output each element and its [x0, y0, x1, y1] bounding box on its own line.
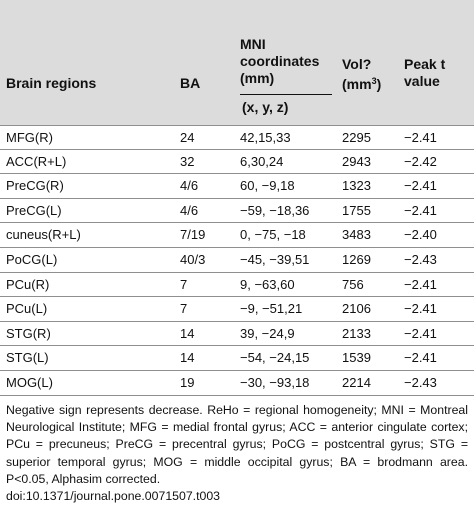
- cell-volume: 756: [342, 276, 364, 292]
- table-header: Brain regions BA MNI coordinates (mm) (x…: [0, 0, 474, 125]
- cell-region: STG(L): [6, 350, 49, 366]
- table-row: PCu(R) 7 9, −63,60 756 −2.41: [0, 273, 474, 298]
- header-volume-unit-prefix: (mm: [342, 76, 372, 92]
- cell-region: PCu(L): [6, 301, 48, 317]
- cell-volume: 2214: [342, 374, 371, 390]
- cell-coordinates: 39, −24,9: [240, 325, 295, 341]
- cell-ba: 7/19: [180, 227, 206, 243]
- cell-ba: 19: [180, 374, 195, 390]
- cell-peak-t: −2.41: [404, 301, 437, 317]
- header-peak-t-value: Peak t value: [404, 56, 446, 89]
- cell-peak-t: −2.41: [404, 178, 437, 194]
- cell-peak-t: −2.41: [404, 276, 437, 292]
- cell-peak-t: −2.43: [404, 374, 437, 390]
- cell-coordinates: 0, −75, −18: [240, 227, 306, 243]
- cell-volume: 1323: [342, 178, 371, 194]
- cell-region: PCu(R): [6, 276, 50, 292]
- table-footnote: Negative sign represents decrease. ReHo …: [6, 403, 468, 486]
- cell-peak-t: −2.43: [404, 251, 437, 267]
- cell-ba: 40/3: [180, 251, 206, 267]
- cell-peak-t: −2.41: [404, 202, 437, 218]
- cell-coordinates: −9, −51,21: [240, 301, 303, 317]
- cell-region: MOG(L): [6, 374, 53, 390]
- cell-peak-t: −2.42: [404, 153, 437, 169]
- cell-peak-t: −2.41: [404, 350, 437, 366]
- header-mni-underline: [240, 94, 332, 95]
- table-row: PreCG(L) 4/6 −59, −18,36 1755 −2.41: [0, 199, 474, 224]
- table-row: PCu(L) 7 −9, −51,21 2106 −2.41: [0, 297, 474, 322]
- table-row: cuneus(R+L) 7/19 0, −75, −18 3483 −2.40: [0, 223, 474, 248]
- cell-ba: 7: [180, 301, 188, 317]
- table-row: STG(L) 14 −54, −24,15 1539 −2.41: [0, 346, 474, 371]
- header-volume-unit-suffix: ): [376, 76, 382, 92]
- cell-region: ACC(R+L): [6, 153, 67, 169]
- header-volume-unit-sup: 3: [371, 76, 377, 86]
- table-row: PoCG(L) 40/3 −45, −39,51 1269 −2.43: [0, 248, 474, 273]
- cell-peak-t: −2.40: [404, 227, 437, 243]
- cell-peak-t: −2.41: [404, 325, 437, 341]
- cell-ba: 24: [180, 130, 195, 145]
- cell-volume: 1755: [342, 202, 371, 218]
- cell-coordinates: −30, −93,18: [240, 374, 310, 390]
- header-mni-coordinates: MNI coordinates (mm): [240, 36, 320, 86]
- cell-region: PreCG(R): [6, 178, 64, 194]
- cell-volume: 2133: [342, 325, 371, 341]
- cell-ba: 4/6: [180, 202, 199, 218]
- cell-coordinates: 9, −63,60: [240, 276, 295, 292]
- cell-region: STG(R): [6, 325, 51, 341]
- table-body: MFG(R) 24 42,15,33 2295 −2.41 ACC(R+L) 3…: [0, 125, 474, 396]
- cell-region: MFG(R): [6, 130, 53, 145]
- cell-coordinates: 60, −9,18: [240, 178, 295, 194]
- header-volume: Vol? (mm3): [342, 56, 381, 93]
- cell-ba: 14: [180, 325, 195, 341]
- table-row: ACC(R+L) 32 6,30,24 2943 −2.42: [0, 150, 474, 175]
- cell-coordinates: −45, −39,51: [240, 251, 310, 267]
- cell-volume: 1539: [342, 350, 371, 366]
- cell-volume: 2295: [342, 130, 371, 145]
- cell-ba: 4/6: [180, 178, 199, 194]
- cell-volume: 3483: [342, 227, 371, 243]
- cell-region: PreCG(L): [6, 202, 62, 218]
- cell-ba: 14: [180, 350, 195, 366]
- cell-coordinates: 42,15,33: [240, 130, 291, 145]
- doi-link[interactable]: doi:10.1371/journal.pone.0071507.t003: [6, 489, 221, 503]
- table-row: MFG(R) 24 42,15,33 2295 −2.41: [0, 125, 474, 150]
- cell-volume: 1269: [342, 251, 371, 267]
- cell-ba: 32: [180, 153, 195, 169]
- cell-coordinates: −59, −18,36: [240, 202, 310, 218]
- cell-ba: 7: [180, 276, 188, 292]
- cell-volume: 2943: [342, 153, 371, 169]
- header-brain-regions: Brain regions: [6, 75, 97, 91]
- table-row: MOG(L) 19 −30, −93,18 2214 −2.43: [0, 371, 474, 396]
- table-row: PreCG(R) 4/6 60, −9,18 1323 −2.41: [0, 174, 474, 199]
- cell-region: PoCG(L): [6, 251, 58, 267]
- cell-coordinates: 6,30,24: [240, 153, 284, 169]
- header-xyz: (x, y, z): [242, 99, 289, 115]
- header-ba: BA: [180, 75, 201, 91]
- cell-coordinates: −54, −24,15: [240, 350, 310, 366]
- header-volume-label: Vol?: [342, 56, 372, 72]
- cell-region: cuneus(R+L): [6, 227, 81, 243]
- table-row: STG(R) 14 39, −24,9 2133 −2.41: [0, 322, 474, 347]
- cell-volume: 2106: [342, 301, 371, 317]
- cell-peak-t: −2.41: [404, 130, 437, 145]
